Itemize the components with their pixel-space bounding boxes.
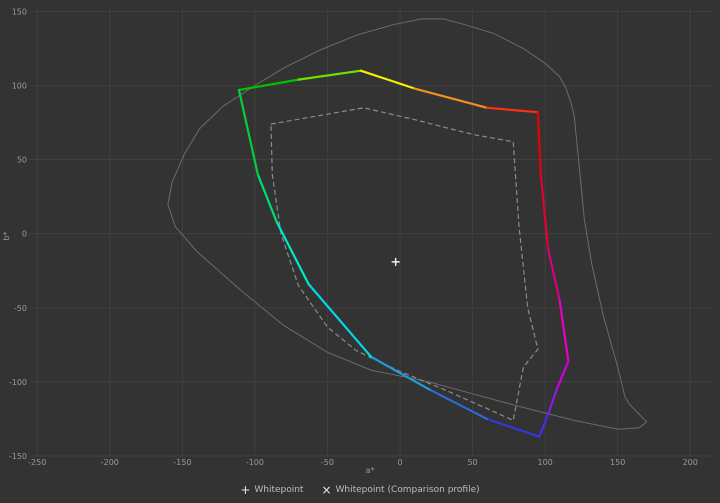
x-tick-label: -100	[246, 458, 264, 467]
gamut-edge-segment	[237, 88, 259, 176]
gamut-edge-segment	[413, 87, 489, 109]
whitepoint-marker	[391, 257, 400, 266]
gamut-edge-segment	[256, 173, 278, 223]
gamut-edge-segment	[485, 417, 541, 438]
y-tick-label: -100	[9, 378, 27, 387]
comparison-gamut-outline	[270, 107, 539, 422]
gamut-edge-segment	[558, 299, 570, 363]
gamut-edge-segment	[546, 247, 561, 302]
gamut-edge-segment	[275, 220, 310, 286]
gamut-edge-segment	[538, 413, 550, 438]
x-tick-label: -250	[28, 458, 46, 467]
gamut-edge-segment	[359, 69, 416, 90]
gamut-edge-segment	[546, 388, 558, 416]
legend-item-whitepoint: + Whitepoint	[240, 484, 303, 496]
cross-icon: ×	[321, 483, 332, 497]
legend-label: Whitepoint (Comparison profile)	[335, 485, 480, 495]
gamut-edge-segment	[307, 283, 373, 358]
y-tick-label: -50	[14, 304, 27, 313]
spectral-locus-outline	[167, 18, 648, 430]
x-axis-label: a*	[366, 466, 375, 475]
legend: + Whitepoint × Whitepoint (Comparison pr…	[0, 484, 720, 496]
x-tick-label: 200	[683, 458, 698, 467]
legend-item-comparison-whitepoint: × Whitepoint (Comparison profile)	[321, 484, 479, 496]
legend-label: Whitepoint	[254, 485, 304, 495]
gamut-edge-segment	[539, 173, 550, 250]
y-tick-label: 0	[22, 230, 27, 239]
y-tick-label: -150	[9, 452, 27, 461]
x-tick-label: -200	[101, 458, 119, 467]
gamut-edge-segment	[536, 111, 542, 176]
gamut-edge-segment	[297, 69, 362, 81]
gamut-edge-segment	[237, 78, 300, 92]
x-tick-label: 150	[610, 458, 625, 467]
x-tick-label: 50	[467, 458, 477, 467]
y-axis-label: b*	[2, 231, 11, 240]
plus-icon: +	[240, 483, 251, 497]
x-tick-label: -150	[173, 458, 191, 467]
gamut-edge-segment	[369, 355, 431, 391]
x-tick-label: 0	[397, 458, 402, 467]
x-tick-label: 100	[537, 458, 552, 467]
y-tick-label: 100	[12, 82, 27, 91]
x-tick-label: -50	[321, 458, 334, 467]
gamut-edge-segment	[485, 106, 539, 114]
gamut-edge-segment	[427, 388, 489, 421]
y-tick-label: 150	[12, 7, 27, 16]
gamut-edge-segment	[555, 360, 570, 391]
y-tick-label: 50	[17, 156, 27, 165]
